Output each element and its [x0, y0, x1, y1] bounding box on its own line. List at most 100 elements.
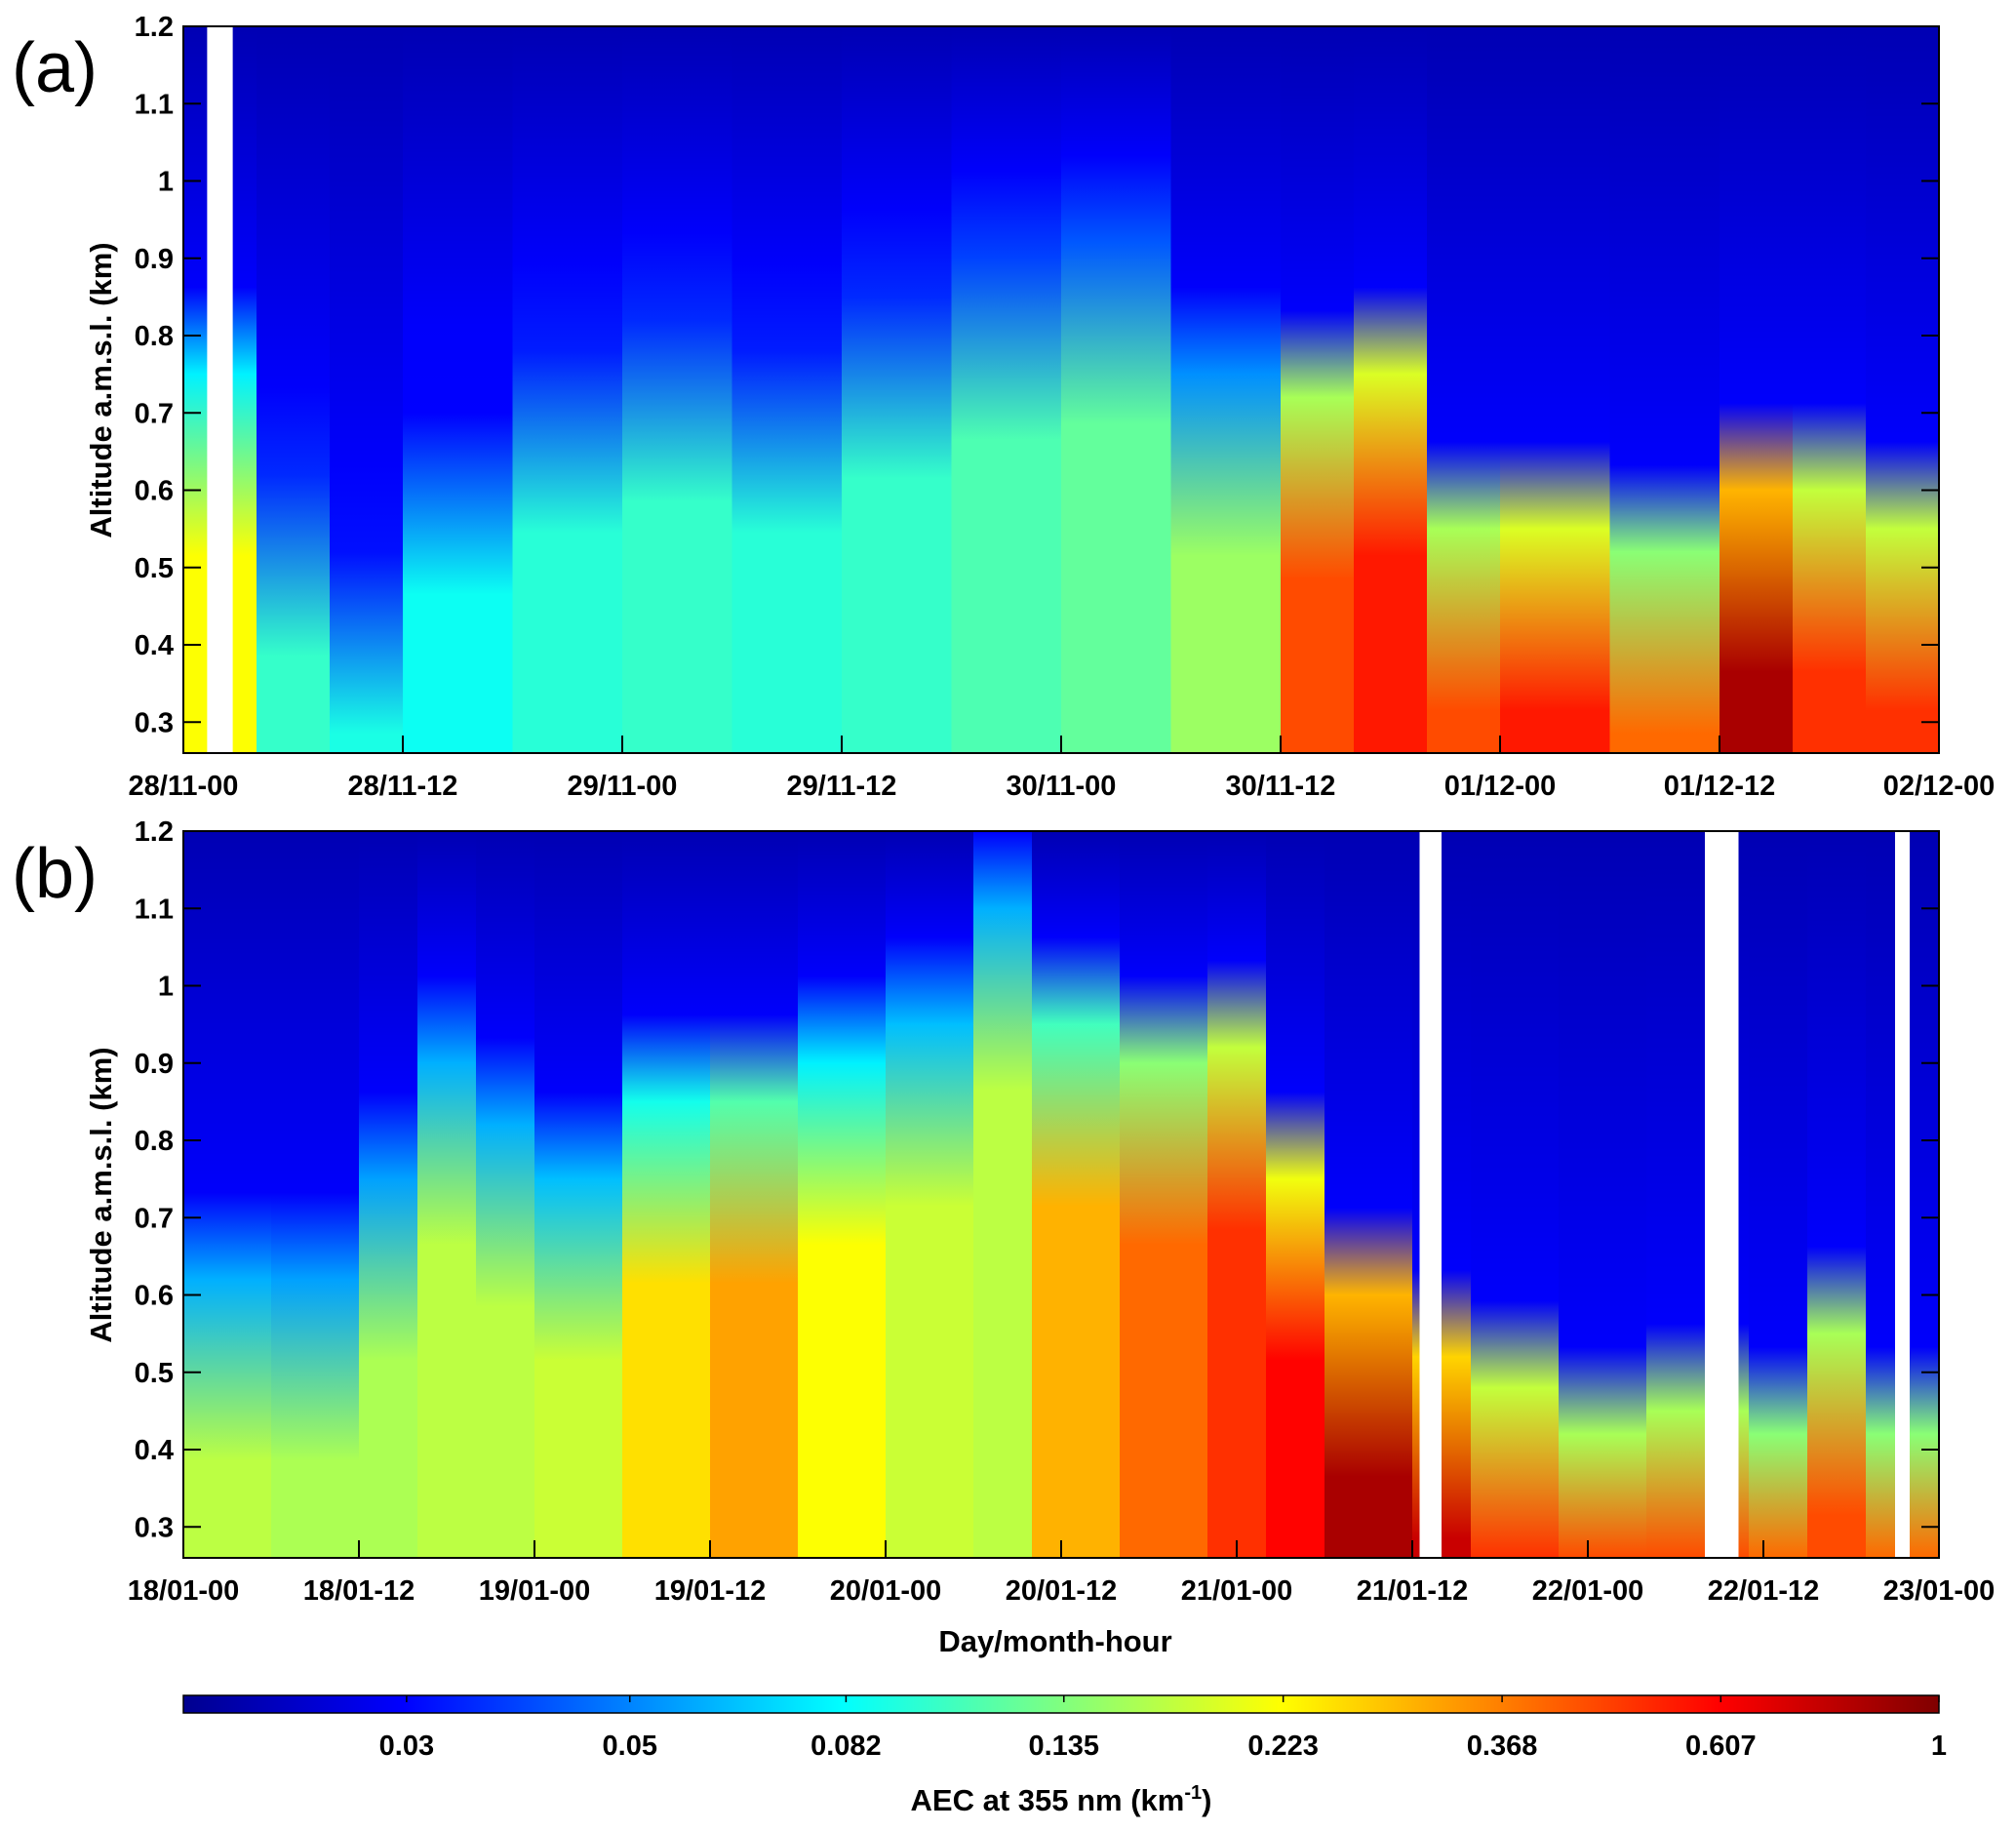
colorbar-tick-label: 0.223	[1247, 1731, 1319, 1762]
colorbar-tick-label: 0.082	[810, 1731, 882, 1762]
colorbar-gradient	[182, 1694, 1940, 1714]
panel-b-ticks: 0.3 0.4 0.5 0.6 0.7 0.8 0.9 1 1.1 1.2 18/01-00 18/0…	[128, 816, 1996, 1607]
heatmap-column	[1793, 26, 1867, 753]
heatmap-column	[973, 831, 1033, 1558]
panel-a-ticks: 0.3 0.4 0.5 0.6 0.7 0.8 0.9 1 1.1 1.2 28/11-00 28/1…	[129, 12, 1996, 802]
heatmap-column	[1749, 831, 1808, 1558]
y-tick-label: 1	[158, 972, 174, 1003]
heatmap-column	[1646, 831, 1706, 1558]
heatmap-column	[798, 831, 887, 1558]
x-tick-label: 20/01-00	[830, 1575, 942, 1607]
heatmap-column	[330, 26, 404, 753]
heatmap-column	[1559, 831, 1647, 1558]
heatmap-column	[1427, 26, 1501, 753]
panel-a: (a) Altitude a.m.s.l. (km) 0.30.40.50.60…	[12, 12, 1995, 802]
y-tick-label: 1	[158, 167, 174, 198]
y-tick-label: 0.9	[135, 1049, 174, 1080]
heatmap-column	[476, 831, 535, 1558]
heatmap-column	[622, 26, 733, 753]
x-tick-label: 01/12-12	[1664, 771, 1776, 802]
colorbar-title: AEC at 355 nm (km-1)	[911, 1782, 1212, 1817]
heatmap-column	[1354, 26, 1428, 753]
y-tick-label: 1.1	[135, 894, 174, 925]
x-tick-label: 30/11-00	[1007, 771, 1117, 802]
heatmap-column	[1120, 831, 1208, 1558]
x-tick-label: 18/01-12	[303, 1575, 415, 1607]
heatmap-column	[1500, 26, 1611, 753]
panel-b-ylabel: Altitude a.m.s.l. (km)	[84, 1047, 118, 1342]
heatmap-column	[403, 26, 514, 753]
x-tick-label: 18/01-00	[128, 1575, 240, 1607]
heatmap-column	[183, 831, 272, 1558]
colorbar: 0.03 0.05 0.082 0.135 0.223 0.368 0.607 1 AEC a…	[182, 1694, 1947, 1817]
panel-b-label: (b)	[12, 835, 98, 913]
heatmap-column	[1866, 26, 1940, 753]
x-tick-label: 20/01-12	[1006, 1575, 1118, 1607]
y-tick-label: 0.8	[135, 321, 174, 352]
y-tick-label: 0.6	[135, 476, 174, 507]
heatmap-column	[1807, 831, 1867, 1558]
data-gap	[1705, 831, 1739, 1558]
heatmap-column	[1324, 831, 1413, 1558]
heatmap-column	[1720, 26, 1794, 753]
heatmap-column	[257, 26, 331, 753]
x-tick-label: 30/11-12	[1226, 771, 1336, 802]
y-tick-label: 0.7	[135, 398, 174, 429]
colorbar-ticks: 0.03 0.05 0.082 0.135 0.223 0.368 0.607 1	[379, 1695, 1947, 1762]
heatmap-column	[1471, 831, 1560, 1558]
heatmap-column	[951, 26, 1062, 753]
heatmap-column	[271, 831, 360, 1558]
colorbar-tick-label: 1	[1931, 1731, 1947, 1762]
x-tick-label: 19/01-12	[654, 1575, 767, 1607]
y-tick-label: 1.2	[135, 12, 174, 43]
x-tick-label: 21/01-12	[1357, 1575, 1469, 1607]
x-tick-label: 29/11-12	[787, 771, 897, 802]
y-tick-label: 0.4	[135, 630, 174, 661]
y-tick-label: 0.4	[135, 1435, 174, 1466]
heatmap-column	[512, 26, 623, 753]
x-tick-label: 21/01-00	[1181, 1575, 1293, 1607]
heatmap-column	[359, 831, 418, 1558]
x-tick-label: 23/01-00	[1883, 1575, 1996, 1607]
panel-a-heatmap	[183, 26, 1940, 753]
y-tick-label: 0.3	[135, 1512, 174, 1543]
x-tick-label: 02/12-00	[1883, 771, 1996, 802]
panel-a-ylabel: Altitude a.m.s.l. (km)	[84, 242, 118, 537]
heatmap-column	[1032, 831, 1121, 1558]
colorbar-tick-label: 0.135	[1028, 1731, 1099, 1762]
panel-a-label: (a)	[12, 29, 98, 107]
x-tick-label: 22/01-12	[1708, 1575, 1820, 1607]
panel-b: (b) Altitude a.m.s.l. (km) 0.30.40.50.60…	[12, 816, 1995, 1658]
heatmap-column	[1609, 26, 1720, 753]
y-tick-label: 0.5	[135, 553, 174, 584]
heatmap-column	[622, 831, 711, 1558]
colorbar-tick-label: 0.03	[379, 1731, 434, 1762]
x-tick-label: 28/11-00	[129, 771, 239, 802]
heatmap-column	[710, 831, 799, 1558]
heatmap-column	[842, 26, 953, 753]
y-tick-label: 0.6	[135, 1281, 174, 1312]
y-tick-label: 0.9	[135, 244, 174, 275]
colorbar-tick-label: 0.05	[603, 1731, 657, 1762]
x-tick-label: 01/12-00	[1444, 771, 1557, 802]
y-tick-label: 1.1	[135, 89, 174, 120]
y-tick-label: 1.2	[135, 816, 174, 848]
heatmap-column	[1266, 831, 1325, 1558]
heatmap-column	[1170, 26, 1282, 753]
data-gap	[1895, 831, 1910, 1558]
x-tick-label: 22/01-00	[1532, 1575, 1644, 1607]
colorbar-tick-label: 0.607	[1685, 1731, 1757, 1762]
heatmap-column	[1207, 831, 1267, 1558]
heatmap-column	[534, 831, 623, 1558]
panel-b-xlabel: Day/month-hour	[938, 1624, 1171, 1658]
x-tick-label: 19/01-00	[479, 1575, 591, 1607]
heatmap-column	[886, 831, 974, 1558]
x-tick-label: 29/11-00	[568, 771, 678, 802]
heatmap-column	[1061, 26, 1172, 753]
y-tick-label: 0.7	[135, 1203, 174, 1234]
y-tick-label: 0.8	[135, 1126, 174, 1157]
heatmap-column	[731, 26, 843, 753]
panel-b-heatmap	[183, 831, 1940, 1558]
x-tick-label: 28/11-12	[348, 771, 458, 802]
